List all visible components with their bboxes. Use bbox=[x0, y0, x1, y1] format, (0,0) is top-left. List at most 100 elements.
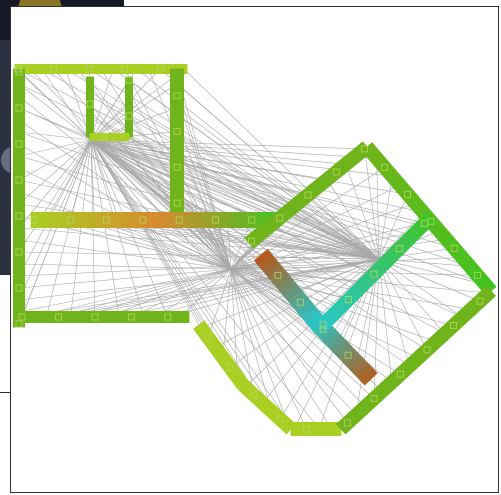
right-room-top-right-segment bbox=[404, 191, 420, 206]
upper-room-right-wall-segment bbox=[170, 110, 184, 118]
right-room-bottom-right-segment bbox=[353, 403, 369, 419]
right-room-hub-ray bbox=[46, 258, 380, 318]
right-room-hub-ray bbox=[41, 68, 380, 260]
right-room-inner-diagonal-segment bbox=[360, 368, 378, 386]
wall-node bbox=[380, 163, 388, 171]
upper-room-left-wall-segment bbox=[13, 146, 25, 154]
right-room-top-left-segment bbox=[244, 233, 259, 249]
wall-node bbox=[103, 216, 110, 224]
central-hub-ray bbox=[176, 71, 232, 270]
upper-room-hub-ray bbox=[18, 139, 92, 253]
upper-room-left-wall-segment bbox=[13, 104, 25, 112]
upper-room-left-wall-segment bbox=[13, 92, 25, 100]
right-room-bottom-right-segment bbox=[437, 326, 452, 342]
right-room-inner-branch-segment bbox=[400, 232, 416, 248]
central-hub-ray bbox=[176, 119, 232, 270]
upper-room-right-wall-segment bbox=[170, 134, 184, 141]
upper-room-top-wall-segment bbox=[139, 64, 146, 74]
upper-room-hub-ray bbox=[90, 139, 281, 420]
right-room-hub-ray bbox=[176, 155, 380, 260]
central-hub-ray bbox=[227, 219, 232, 270]
right-room-inner-diagonal-segment bbox=[326, 333, 345, 351]
right-room-top-right-segment bbox=[466, 263, 482, 278]
upper-room-right-wall-segment bbox=[170, 199, 184, 207]
upper-room-right-wall-segment bbox=[170, 181, 184, 189]
upper-room-hub-ray bbox=[90, 139, 357, 416]
wall-node bbox=[175, 216, 183, 224]
inner-u-left-segment bbox=[86, 112, 94, 120]
central-hub-ray bbox=[230, 219, 253, 270]
central-hub-ray bbox=[82, 268, 232, 318]
right-room-top-right-segment bbox=[411, 200, 427, 215]
right-room-hub-ray bbox=[307, 194, 380, 260]
lower-left-wall-segment bbox=[61, 311, 68, 323]
upper-room-top-wall-segment bbox=[56, 64, 63, 74]
wall-node bbox=[304, 191, 312, 199]
right-room-top-left-segment bbox=[315, 175, 330, 192]
corridor-wall-segment bbox=[248, 212, 256, 228]
right-room-top-right-segment bbox=[462, 259, 478, 274]
right-room-inner-branch-segment bbox=[375, 258, 390, 273]
central-hub-ray bbox=[130, 219, 232, 270]
right-room-inner-branch-segment bbox=[315, 317, 331, 333]
wall-node bbox=[370, 270, 378, 278]
upper-room-right-wall-segment bbox=[170, 157, 184, 165]
right-room-inner-branch-segment bbox=[324, 309, 339, 324]
upper-room-right-wall-segment bbox=[170, 205, 184, 213]
diagonal-ramp-segment bbox=[215, 350, 231, 365]
right-room-inner-branch-segment bbox=[362, 271, 377, 286]
lower-left-wall-segment bbox=[103, 311, 111, 323]
corridor-wall-segment bbox=[199, 212, 207, 228]
right-room-inner-diagonal-segment bbox=[302, 307, 321, 325]
right-room-bottom-right-segment bbox=[450, 313, 466, 329]
right-room-hub-ray bbox=[277, 258, 380, 276]
wall-node bbox=[15, 248, 23, 256]
right-room-hub-ray bbox=[70, 258, 380, 318]
central-hub-ray bbox=[18, 95, 232, 270]
central-hub-ray bbox=[230, 268, 290, 428]
right-room-hub-ray bbox=[18, 227, 380, 260]
wall-node bbox=[345, 296, 352, 303]
right-room-hub-ray bbox=[176, 131, 380, 260]
right-room-bottom-right-segment bbox=[402, 358, 417, 374]
wall-node bbox=[173, 163, 181, 171]
upper-room-left-wall-segment bbox=[13, 248, 25, 256]
wall-node bbox=[250, 391, 258, 399]
wall-node bbox=[15, 104, 23, 112]
upper-room-hub-ray bbox=[17, 68, 92, 141]
lower-left-wall-segment bbox=[133, 311, 141, 323]
upper-room-left-wall-segment bbox=[13, 128, 25, 136]
upper-room-left-wall-segment bbox=[13, 194, 25, 202]
lower-left-wall-segment bbox=[146, 311, 153, 323]
inner-u-left-segment bbox=[86, 82, 94, 90]
right-room-top-right-segment bbox=[477, 277, 493, 292]
wall-node bbox=[319, 325, 327, 333]
central-hub-ray bbox=[230, 268, 238, 378]
upper-room-hub-ray bbox=[90, 139, 216, 348]
right-room-hub-ray bbox=[119, 258, 380, 318]
lower-left-wall-segment bbox=[170, 311, 178, 323]
right-room-hub-ray bbox=[126, 136, 380, 260]
corridor-wall-segment bbox=[139, 212, 147, 228]
diagonal-ramp-segment bbox=[272, 411, 288, 427]
upper-room-hub-ray bbox=[41, 68, 92, 141]
upper-room-hub-ray bbox=[45, 139, 92, 221]
right-room-bottom-right-segment bbox=[335, 419, 351, 435]
upper-room-hub-ray bbox=[90, 139, 425, 224]
wall-node bbox=[15, 212, 23, 220]
wall-node bbox=[66, 216, 74, 224]
corridor-wall-segment bbox=[254, 212, 262, 228]
upper-room-hub-ray bbox=[90, 139, 408, 241]
upper-room-top-wall-segment bbox=[133, 64, 140, 74]
wall-node bbox=[473, 271, 481, 279]
right-room-hub-ray bbox=[378, 258, 481, 302]
wall-node bbox=[15, 176, 23, 184]
right-room-top-left-segment bbox=[338, 156, 353, 172]
right-room-top-left-segment bbox=[272, 210, 287, 226]
right-room-top-right-segment bbox=[458, 254, 474, 269]
right-room-bottom-right-segment bbox=[446, 318, 461, 333]
upper-room-hub-ray bbox=[90, 68, 185, 141]
corridor-wall-segment bbox=[72, 212, 80, 228]
right-room-hub-ray bbox=[292, 258, 380, 294]
inner-u-bottom-segment bbox=[111, 133, 119, 141]
